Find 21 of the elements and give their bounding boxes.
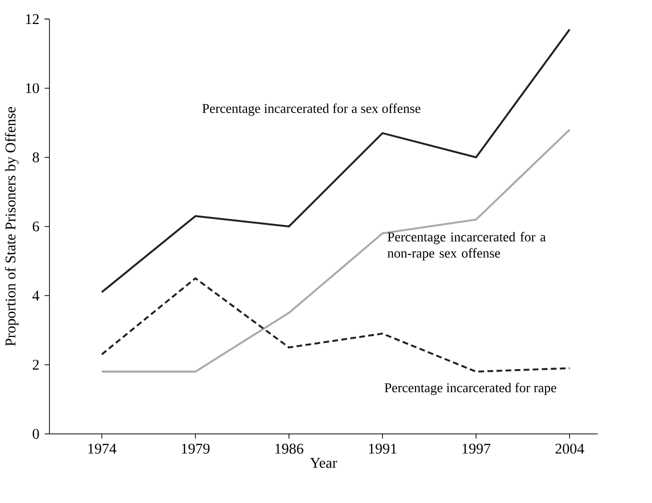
y-tick-label: 10 — [26, 82, 39, 93]
series-label: Percentage incarcerated for rape — [384, 382, 556, 395]
x-axis-title: Year — [310, 458, 338, 468]
x-tick-label: 1986 — [275, 444, 304, 454]
y-tick-label: 12 — [26, 14, 39, 24]
y-axis-title: Proportion of State Prisoners by Offense — [4, 106, 19, 346]
x-tick-label: 1991 — [369, 444, 396, 454]
y-tick-label: 6 — [32, 221, 40, 232]
series-label: Percentage incarcerated for a non-rape sex offense — [388, 232, 546, 260]
y-tick-label: 4 — [32, 290, 40, 300]
x-tick-label: 2004 — [556, 444, 584, 454]
y-tick-label: 0 — [32, 428, 39, 439]
x-tick-label: 1979 — [182, 444, 210, 454]
line-series — [100, 28, 571, 293]
series-label: Percentage incarcerated for a sex offense — [202, 103, 420, 116]
x-tick-label: 1997 — [462, 444, 490, 454]
y-tick-label: 2 — [32, 360, 39, 370]
line-series — [100, 277, 571, 372]
x-tick-label: 1974 — [88, 444, 116, 454]
line-series — [100, 128, 571, 372]
y-tick-label: 8 — [32, 152, 39, 162]
